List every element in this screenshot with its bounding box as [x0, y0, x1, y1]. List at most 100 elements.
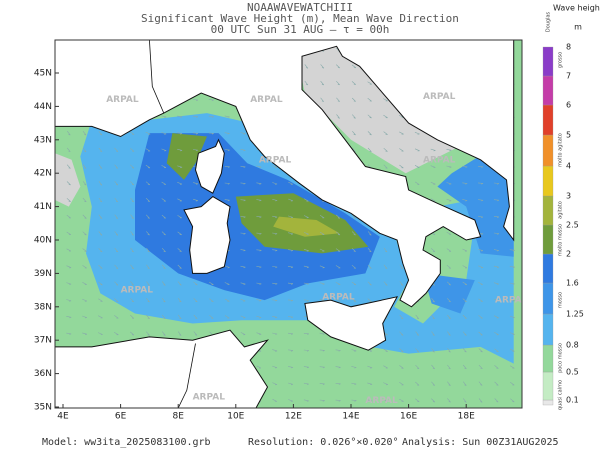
wave-arrow — [66, 198, 71, 202]
land-africa — [55, 329, 269, 408]
colorbar-segment — [542, 344, 554, 373]
colorbar-label: 6 — [566, 101, 571, 110]
title: Significant Wave Height (m), Mean Wave D… — [141, 12, 459, 25]
wave-arrow — [415, 314, 420, 320]
wave-arrow — [478, 215, 484, 218]
wave-arrow — [351, 64, 357, 69]
wave-arrow — [509, 332, 515, 335]
wave-arrow — [82, 131, 87, 136]
wave-arrow — [319, 366, 325, 369]
wave-arrow — [288, 399, 294, 402]
wave-arrow — [192, 132, 199, 135]
wave-arrow — [98, 197, 103, 203]
lon-label: 4E — [57, 412, 69, 422]
wave-arrow — [367, 365, 373, 369]
wave-arrow — [509, 266, 515, 269]
wave-arrow — [320, 97, 324, 102]
wave-arrow — [161, 264, 166, 269]
wave-arrow — [320, 64, 325, 69]
lon-label: 8E — [172, 412, 184, 422]
wave-arrow — [224, 315, 230, 319]
wave-arrow — [240, 299, 246, 302]
wave-arrow — [224, 265, 230, 269]
wave-arrow — [161, 314, 166, 320]
wave-arrow — [177, 231, 182, 236]
wave-arrow — [446, 165, 452, 168]
wave-arrow — [146, 281, 150, 286]
wave-arrow — [82, 282, 87, 285]
wave-arrow — [493, 249, 499, 252]
wave-arrow — [66, 316, 72, 319]
wave-arrow — [462, 331, 467, 336]
wave-arrow — [383, 164, 388, 169]
wave-arrow — [319, 399, 325, 402]
wave-arrow — [193, 314, 198, 319]
lon-label: 18E — [458, 412, 475, 422]
wave-arrow — [288, 349, 294, 352]
wave-arrow — [351, 248, 356, 252]
wave-arrow — [272, 316, 278, 319]
wave-arrow — [430, 148, 436, 152]
wave-arrow — [447, 364, 451, 370]
wave-arrow — [446, 248, 452, 252]
wave-arrow — [447, 398, 451, 403]
wave-arrow — [303, 349, 310, 352]
wave-arrow — [145, 164, 151, 169]
wave-arrow — [240, 132, 246, 135]
wave-arrow — [494, 398, 499, 403]
wave-arrow — [367, 298, 372, 302]
wave-arrow — [240, 232, 246, 235]
wave-area — [437, 146, 514, 257]
wave-arrow — [256, 232, 262, 235]
wave-arrow — [130, 281, 135, 286]
wave-arrow — [383, 114, 388, 119]
wave-arrow — [82, 197, 87, 203]
wave-arrow — [319, 349, 325, 352]
wave-arrow — [351, 399, 357, 402]
wave-arrow — [256, 199, 262, 202]
wave-arrow — [161, 132, 167, 135]
wave-arrow — [287, 282, 294, 285]
wave-arrow — [208, 132, 214, 135]
wave-arrow — [462, 364, 467, 370]
wave-arrow — [303, 215, 309, 219]
wave-arrow — [66, 265, 72, 269]
lat-label: 42N — [34, 169, 52, 179]
wave-arrow — [431, 314, 435, 320]
colorbar-segment — [542, 282, 554, 315]
wave-arrow — [367, 231, 372, 236]
wave-arrow — [335, 64, 341, 69]
wave-arrow — [383, 281, 388, 286]
time: 00 UTC Sun 31 AUG — τ = 00h — [211, 23, 390, 36]
wave-arrow — [509, 315, 515, 319]
wave-arrow — [478, 199, 484, 202]
wave-arrow — [192, 99, 199, 102]
wave-arrow — [161, 214, 166, 219]
wave-arrow — [272, 382, 278, 386]
wave-arrow — [177, 115, 183, 118]
wave-arrow — [303, 249, 309, 252]
wave-arrow — [399, 281, 404, 286]
wave-arrow — [98, 298, 103, 302]
wave-arrow — [367, 131, 372, 136]
wave-arrow — [224, 298, 230, 302]
wave-arrow — [161, 148, 167, 152]
wave-arrow — [399, 331, 404, 336]
wave-arrow — [447, 331, 451, 336]
wave-arrow — [98, 231, 103, 236]
wave-arrow — [177, 165, 183, 168]
wave-arrow — [399, 164, 404, 169]
wave-arrow — [367, 399, 373, 402]
lon-label: 12E — [285, 412, 302, 422]
wave-arrow — [319, 214, 325, 219]
sea-state: poco mosso — [558, 343, 564, 373]
wave-arrow — [478, 249, 484, 252]
lon-label: 14E — [342, 412, 359, 422]
wave-arrow — [114, 247, 119, 253]
sea-state: quasi calmo — [558, 380, 564, 410]
wave-arrow — [494, 365, 499, 369]
wave-arrow — [272, 282, 278, 285]
wave-arrow — [161, 181, 167, 185]
wave-arrow — [114, 315, 119, 319]
